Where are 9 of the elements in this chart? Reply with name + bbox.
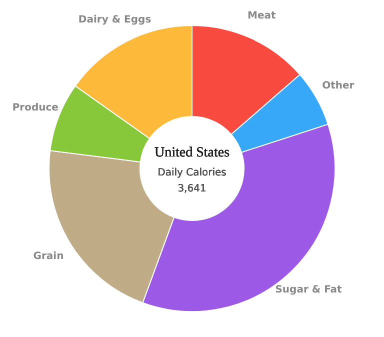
text: United States (154, 146, 230, 160)
slice-label: Meat (247, 10, 276, 22)
slice-label: Dairy & Eggs (78, 14, 152, 26)
slice-label: Sugar & Fat (275, 284, 342, 296)
text: 3,641 (178, 184, 206, 194)
text: Daily Calories (158, 168, 226, 178)
slice-label: Other (322, 80, 354, 92)
slice-label: Produce (12, 102, 59, 114)
slice-label: Grain (33, 250, 64, 262)
